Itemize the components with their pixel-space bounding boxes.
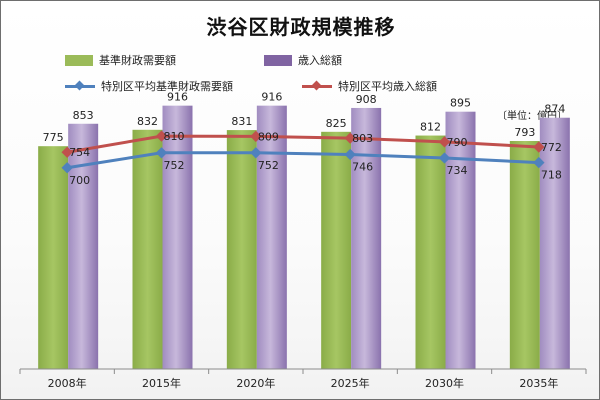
data-label-avg-basic: 700: [69, 174, 90, 187]
x-tick-label: 2015年: [142, 376, 181, 390]
chart-title: 渋谷区財政規模推移: [206, 15, 396, 39]
bar-total: [351, 107, 382, 369]
legend-label-basic: 基準財政需要額: [99, 54, 176, 67]
data-label-avg-total: 803: [352, 132, 373, 145]
marker-avg-total: [344, 132, 356, 144]
data-label-avg-basic: 752: [164, 159, 185, 172]
data-label-basic: 775: [43, 131, 64, 144]
data-label-basic: 832: [137, 115, 158, 128]
x-tick-label: 2030年: [425, 376, 464, 390]
data-label-avg-basic: 752: [258, 159, 279, 172]
data-label-basic: 831: [231, 115, 252, 128]
data-label-avg-total: 772: [541, 141, 562, 154]
data-label-avg-basic: 734: [447, 164, 468, 177]
bar-basic: [226, 130, 257, 369]
marker-avg-total: [438, 136, 451, 148]
legend-swatch-avg-basic: [65, 79, 95, 93]
x-tick-label: 2035年: [519, 376, 558, 390]
marker-avg-basic: [250, 147, 262, 159]
bar-total: [68, 123, 99, 369]
marker-avg-total: [155, 130, 168, 142]
data-label-avg-total: 790: [447, 136, 468, 149]
legend-item-total: 歳入総額: [264, 53, 342, 67]
line-avg-basic: [66, 151, 539, 170]
data-label-avg-total: 754: [69, 146, 90, 159]
legend-label-avg-basic: 特別区平均基準財政需要額: [101, 80, 233, 93]
bar-basic: [38, 146, 69, 369]
data-label-total: 874: [544, 103, 565, 116]
legend-label-avg-total: 特別区平均歳入総額: [338, 80, 437, 93]
bar-total: [539, 117, 570, 369]
data-label-avg-total: 810: [164, 130, 185, 143]
data-label-total: 895: [450, 97, 471, 110]
marker-avg-basic: [344, 148, 356, 161]
data-label-basic: 825: [326, 117, 347, 130]
data-label-total: 916: [167, 91, 188, 104]
legend-swatch-total: [264, 54, 292, 66]
data-label-avg-basic: 746: [352, 161, 373, 174]
bar-total: [162, 105, 193, 370]
x-tick-label: 2008年: [48, 376, 87, 390]
line-avg-total: [66, 134, 539, 154]
bar-basic: [132, 129, 163, 369]
data-label-total: 916: [261, 91, 282, 104]
chart-legend: 基準財政需要額 歳入総額 特別区平均基準財政需要額 特別区平均歳入総額: [1, 1, 599, 101]
data-label-basic: 812: [420, 121, 441, 134]
marker-avg-total: [250, 130, 262, 143]
unit-note: 〔単位：億円〕: [497, 111, 567, 122]
legend-label-total: 歳入総額: [298, 54, 342, 67]
x-tick-label: 2025年: [331, 376, 370, 390]
marker-avg-basic: [533, 156, 545, 169]
legend-swatch-basic: [65, 54, 93, 66]
bar-total: [256, 105, 287, 370]
x-tick-label: 2020年: [236, 376, 275, 390]
data-label-total: 908: [356, 93, 377, 106]
data-label-avg-basic: 718: [541, 169, 562, 182]
legend-item-basic: 基準財政需要額: [65, 53, 176, 67]
bar-basic: [321, 131, 352, 369]
marker-avg-basic: [155, 147, 168, 159]
legend-item-avg-basic: 特別区平均基準財政需要額: [65, 79, 233, 93]
bar-basic: [415, 135, 446, 369]
legend-swatch-avg-total: [302, 79, 332, 93]
data-label-avg-total: 809: [258, 130, 279, 143]
bar-basic: [509, 141, 540, 369]
data-label-total: 853: [73, 109, 94, 122]
data-label-basic: 793: [514, 126, 535, 139]
marker-avg-total: [533, 141, 545, 153]
bar-total: [445, 111, 476, 369]
marker-avg-basic: [438, 152, 451, 164]
legend-item-avg-total: 特別区平均歳入総額: [302, 79, 437, 93]
